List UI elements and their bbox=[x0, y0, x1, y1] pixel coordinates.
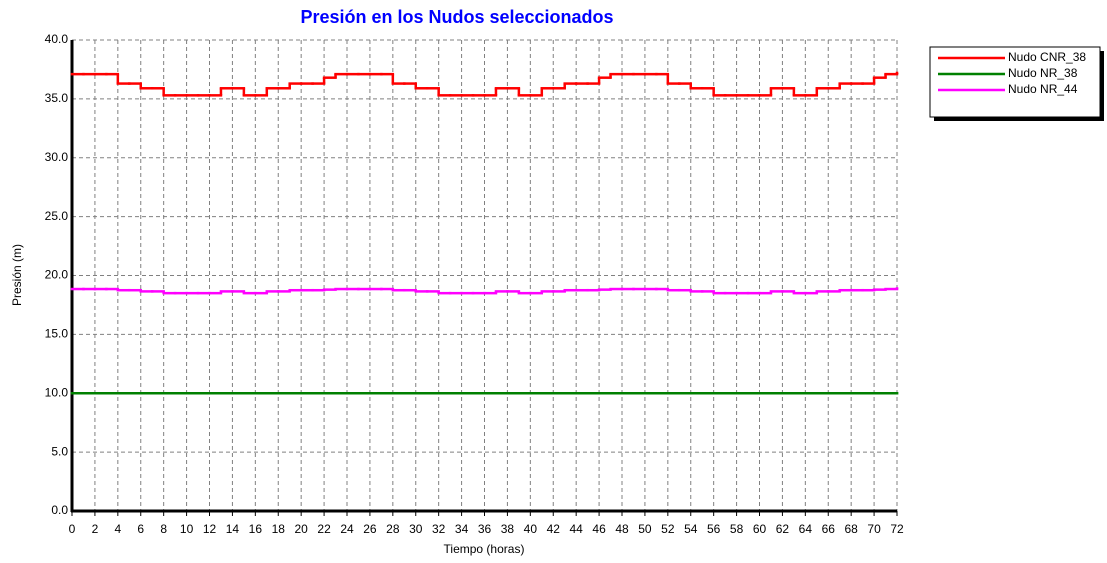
x-tick-label: 28 bbox=[386, 522, 400, 536]
x-tick-label: 58 bbox=[730, 522, 744, 536]
y-tick-label: 0.0 bbox=[51, 503, 68, 517]
legend-label: Nudo NR_38 bbox=[1008, 66, 1078, 80]
x-tick-label: 12 bbox=[203, 522, 217, 536]
y-tick-label: 10.0 bbox=[45, 385, 69, 399]
y-tick-label: 20.0 bbox=[45, 268, 69, 282]
y-tick-label: 30.0 bbox=[45, 150, 69, 164]
x-tick-label: 54 bbox=[684, 522, 698, 536]
x-tick-label: 22 bbox=[317, 522, 331, 536]
legend-label: Nudo CNR_38 bbox=[1008, 50, 1086, 64]
x-tick-label: 72 bbox=[890, 522, 904, 536]
y-tick-label: 5.0 bbox=[51, 444, 68, 458]
x-tick-label: 30 bbox=[409, 522, 423, 536]
x-tick-label: 38 bbox=[501, 522, 515, 536]
x-axis-title: Tiempo (horas) bbox=[444, 542, 525, 556]
x-tick-label: 20 bbox=[294, 522, 308, 536]
x-tick-label: 2 bbox=[92, 522, 99, 536]
x-tick-label: 60 bbox=[753, 522, 767, 536]
x-tick-label: 4 bbox=[114, 522, 121, 536]
x-tick-label: 70 bbox=[867, 522, 881, 536]
x-tick-label: 40 bbox=[524, 522, 538, 536]
x-tick-label: 46 bbox=[592, 522, 606, 536]
y-axis-title: Presión (m) bbox=[10, 244, 24, 306]
x-tick-label: 16 bbox=[249, 522, 263, 536]
chart-title: Presión en los Nudos seleccionados bbox=[300, 7, 613, 27]
x-tick-label: 18 bbox=[272, 522, 286, 536]
x-tick-label: 6 bbox=[137, 522, 144, 536]
x-tick-label: 66 bbox=[822, 522, 836, 536]
x-tick-label: 52 bbox=[661, 522, 675, 536]
x-tick-label: 36 bbox=[478, 522, 492, 536]
x-tick-label: 42 bbox=[547, 522, 561, 536]
x-tick-label: 10 bbox=[180, 522, 194, 536]
x-tick-label: 14 bbox=[226, 522, 240, 536]
x-tick-label: 68 bbox=[844, 522, 858, 536]
x-tick-label: 50 bbox=[638, 522, 652, 536]
x-tick-label: 26 bbox=[363, 522, 377, 536]
x-tick-label: 62 bbox=[776, 522, 790, 536]
x-tick-label: 44 bbox=[569, 522, 583, 536]
y-tick-label: 15.0 bbox=[45, 327, 69, 341]
x-tick-label: 32 bbox=[432, 522, 446, 536]
x-tick-label: 48 bbox=[615, 522, 629, 536]
legend-label: Nudo NR_44 bbox=[1008, 82, 1078, 96]
x-tick-label: 64 bbox=[799, 522, 813, 536]
x-tick-label: 0 bbox=[69, 522, 76, 536]
x-tick-label: 24 bbox=[340, 522, 354, 536]
y-tick-label: 40.0 bbox=[45, 32, 69, 46]
x-tick-label: 34 bbox=[455, 522, 469, 536]
y-tick-label: 25.0 bbox=[45, 209, 69, 223]
y-tick-label: 35.0 bbox=[45, 91, 69, 105]
x-tick-label: 56 bbox=[707, 522, 721, 536]
x-tick-label: 8 bbox=[160, 522, 167, 536]
